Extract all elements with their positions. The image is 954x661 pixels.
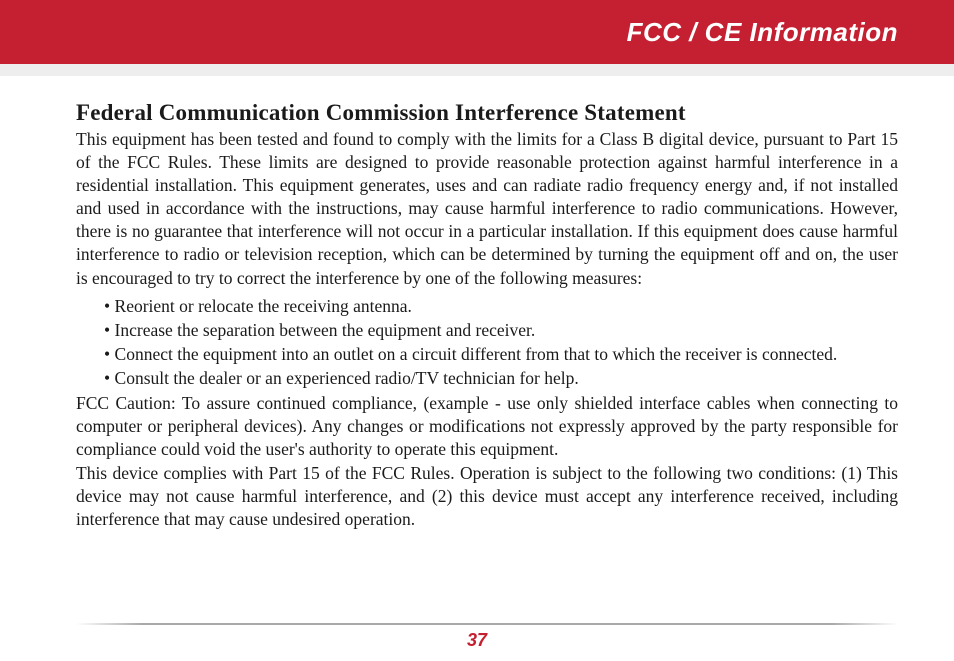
footer-rule [76, 623, 898, 625]
intro-paragraph: This equipment has been tested and found… [76, 128, 898, 290]
bullet-list: Reorient or relocate the receiving anten… [76, 294, 898, 391]
bullet-item: Reorient or relocate the receiving anten… [114, 294, 898, 318]
header-subband [0, 64, 954, 76]
caution-paragraph: FCC Caution: To assure continued complia… [76, 392, 898, 461]
header-title: FCC / CE Information [627, 17, 898, 48]
header-band: FCC / CE Information [0, 0, 954, 64]
bullet-item: Consult the dealer or an experienced rad… [114, 366, 898, 390]
page-number: 37 [0, 630, 954, 651]
bullet-item: Connect the equipment into an outlet on … [114, 342, 898, 366]
page-content: Federal Communication Commission Interfe… [0, 76, 954, 531]
section-heading: Federal Communication Commission Interfe… [76, 100, 898, 126]
bullet-item: Increase the separation between the equi… [114, 318, 898, 342]
conditions-paragraph: This device complies with Part 15 of the… [76, 462, 898, 531]
